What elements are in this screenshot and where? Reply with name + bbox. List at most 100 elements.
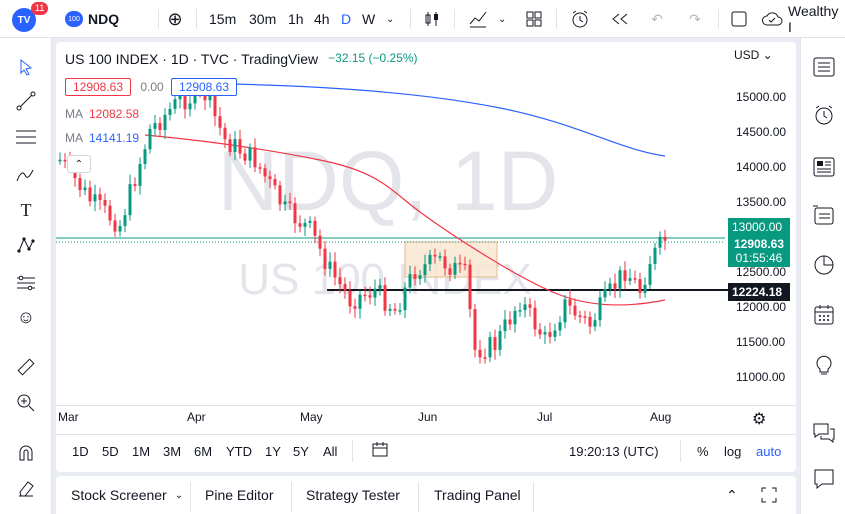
range-5d[interactable]: 5D <box>102 444 119 459</box>
candle-body <box>453 262 457 275</box>
brush-icon[interactable] <box>0 160 52 190</box>
range-6m[interactable]: 6M <box>194 444 213 459</box>
collapse-legend-icon[interactable]: ⌃ <box>67 155 91 173</box>
interval-15m[interactable]: 15m <box>209 11 237 27</box>
candle-body <box>533 307 537 330</box>
candle-body <box>63 159 67 162</box>
interval-w[interactable]: W <box>362 11 376 27</box>
news-icon[interactable] <box>801 150 845 184</box>
goto-date-icon[interactable] <box>372 442 390 461</box>
emoji-icon[interactable]: ☺ <box>16 306 36 327</box>
legend-title[interactable]: US 100 INDEX · 1D · TVC · TradingView <box>65 51 319 67</box>
candle-body <box>653 247 657 264</box>
screener-dropdown-icon[interactable]: ⌄ <box>174 489 184 501</box>
pie-chart-icon[interactable] <box>801 248 845 282</box>
indicators-dropdown-icon[interactable]: ⌄ <box>498 13 507 25</box>
maximize-panel-icon[interactable] <box>761 476 777 514</box>
candle-body <box>378 285 382 289</box>
tab-stock-screener[interactable]: Stock Screener ⌄ <box>71 487 184 503</box>
watchlist-icon[interactable] <box>801 50 845 84</box>
range-5y[interactable]: 5Y <box>293 444 309 459</box>
redo-icon[interactable]: ↷ <box>689 10 701 27</box>
indicators-icon[interactable] <box>466 0 490 38</box>
currency-selector[interactable]: USD ⌄ <box>734 48 773 62</box>
ideas-bulb-icon[interactable] <box>801 348 845 382</box>
candle-body <box>188 103 192 110</box>
candle-body <box>248 147 252 161</box>
cursor-icon[interactable] <box>0 52 52 82</box>
candle-body <box>658 236 662 248</box>
prediction-icon[interactable] <box>0 268 52 298</box>
sell-price-box[interactable]: 12908.63 <box>65 78 131 96</box>
ma2-legend[interactable]: MA 14141.19 <box>65 131 139 145</box>
candle-body <box>128 184 132 216</box>
tab-trading-panel[interactable]: Trading Panel <box>434 487 521 503</box>
interval-4h[interactable]: 4h <box>314 11 330 27</box>
range-1d[interactable]: 1D <box>72 444 89 459</box>
interval-d[interactable]: D <box>341 11 352 27</box>
interval-1h[interactable]: 1h <box>288 11 304 27</box>
interval-30m[interactable]: 30m <box>249 11 277 27</box>
range-3m[interactable]: 3M <box>163 444 182 459</box>
trend-line-icon[interactable] <box>0 86 52 116</box>
candle-body <box>163 114 167 131</box>
candle-body <box>448 268 452 275</box>
eraser-icon[interactable] <box>0 473 52 503</box>
calendar-list-icon[interactable] <box>801 198 845 232</box>
candle-body <box>498 331 502 350</box>
collapse-panel-icon[interactable]: ⌃ <box>726 486 738 503</box>
pattern-icon[interactable] <box>0 230 52 260</box>
price-tick-11500: 11500.00 <box>736 335 786 349</box>
fib-lines-icon[interactable] <box>0 122 52 152</box>
range-ytd[interactable]: YTD <box>226 444 252 459</box>
zoom-in-icon[interactable] <box>0 388 52 418</box>
range-1y[interactable]: 1Y <box>265 444 281 459</box>
log-scale-toggle[interactable]: log <box>724 444 742 459</box>
candle-body <box>333 261 337 278</box>
candle-body <box>588 316 592 327</box>
spread-value: 0.00 <box>140 80 164 94</box>
buy-price-box[interactable]: 12908.63 <box>171 78 237 96</box>
tab-strategy-tester[interactable]: Strategy Tester <box>306 487 400 503</box>
auto-scale-toggle[interactable]: auto <box>756 444 782 459</box>
candle-body <box>593 320 597 327</box>
undo-icon[interactable]: ↶ <box>651 10 663 27</box>
range-1m[interactable]: 1M <box>132 444 151 459</box>
bottom-panel: Stock Screener ⌄ Pine Editor Strategy Tes… <box>56 476 796 514</box>
candle-body <box>423 264 427 276</box>
candle-body <box>263 168 267 177</box>
cloud-save-icon[interactable] <box>760 0 784 38</box>
tab-pine-editor[interactable]: Pine Editor <box>205 487 274 503</box>
range-all[interactable]: All <box>323 444 338 459</box>
candle-body <box>623 270 627 281</box>
help-chat-icon[interactable] <box>801 462 845 496</box>
chart-settings-gear-icon[interactable]: ⚙ <box>752 411 767 428</box>
time-label-aug: Aug <box>650 410 672 424</box>
interval-dropdown-icon[interactable]: ⌄ <box>386 13 395 25</box>
ma1-legend[interactable]: MA 12082.58 <box>65 107 139 121</box>
text-tool-icon[interactable]: T <box>20 199 32 220</box>
candle-body <box>628 278 632 281</box>
compare-plus-icon[interactable]: ⊕ <box>167 8 183 29</box>
price-tick-12500: 12500.00 <box>736 265 787 279</box>
candle-body <box>543 332 547 335</box>
candle-body <box>663 236 667 241</box>
candle-body <box>633 278 637 280</box>
candle-body <box>138 163 142 186</box>
percent-scale-toggle[interactable]: % <box>697 444 709 459</box>
chats-icon[interactable] <box>801 416 845 450</box>
fullscreen-square-icon[interactable] <box>728 0 750 38</box>
alerts-clock-icon[interactable] <box>801 98 845 132</box>
calendar-grid-icon[interactable] <box>801 298 845 332</box>
account-label[interactable]: Wealthy I <box>788 3 839 35</box>
magnet-icon[interactable] <box>0 438 52 468</box>
symbol-search-button[interactable]: NDQ <box>88 11 120 27</box>
utc-clock[interactable]: 19:20:13 (UTC) <box>569 444 659 459</box>
ruler-icon[interactable] <box>0 352 52 382</box>
alert-clock-icon[interactable] <box>568 0 592 38</box>
candles-icon[interactable] <box>420 0 444 38</box>
layouts-icon[interactable] <box>522 0 546 38</box>
time-label-jun: Jun <box>418 410 438 424</box>
replay-icon[interactable] <box>608 0 632 38</box>
